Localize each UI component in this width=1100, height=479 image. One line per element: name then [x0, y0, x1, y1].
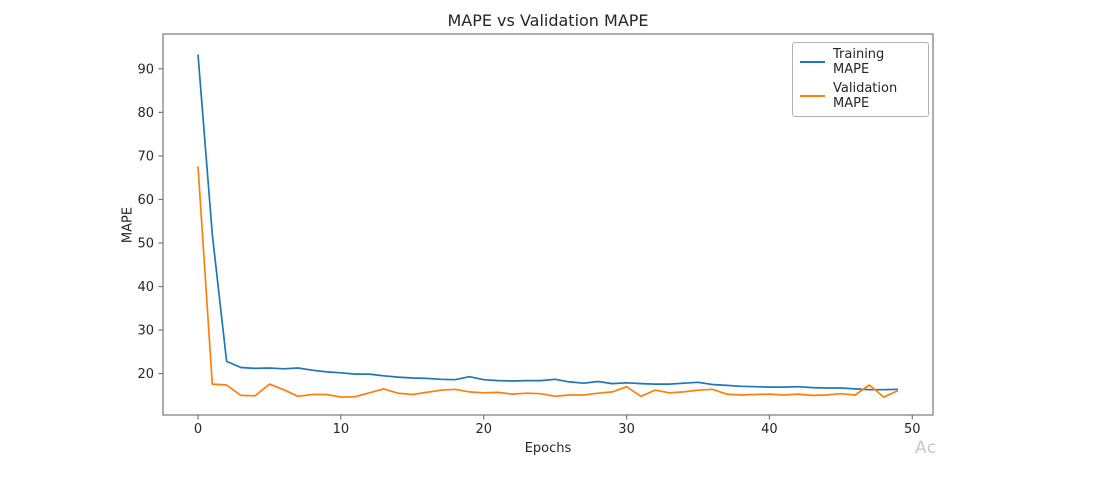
- x-axis-label: Epochs: [524, 441, 572, 456]
- y-tick-label: 90: [137, 62, 154, 77]
- watermark-text: Ac: [915, 438, 937, 458]
- validation-mape-line: [197, 166, 899, 398]
- y-tick-label: 80: [137, 106, 154, 121]
- x-tick-label: 40: [761, 422, 778, 437]
- y-tick-label: 30: [137, 324, 154, 339]
- y-tick-label: 60: [137, 193, 154, 208]
- legend-item-training: Training MAPE: [800, 47, 921, 77]
- chart-title: MAPE vs Validation MAPE: [447, 11, 649, 30]
- y-tick-label: 70: [137, 149, 154, 164]
- legend-item-validation: Validation MAPE: [800, 81, 921, 111]
- x-tick-label: 30: [618, 422, 635, 437]
- axes-frame: [162, 33, 934, 416]
- legend-label-training: Training MAPE: [833, 47, 885, 77]
- x-tick-label: 0: [194, 422, 202, 437]
- training-mape-line: [197, 54, 899, 391]
- x-tick-label: 10: [333, 422, 350, 437]
- x-tick-label: 20: [475, 422, 492, 437]
- training-line-swatch: [800, 61, 825, 63]
- y-tick-label: 40: [137, 280, 154, 295]
- validation-line-swatch: [800, 95, 825, 97]
- legend-label-validation: Validation MAPE: [833, 81, 898, 111]
- legend: Training MAPE Validation MAPE: [792, 42, 929, 117]
- y-tick-label: 50: [137, 237, 154, 252]
- x-tick-label: 50: [904, 422, 921, 437]
- y-tick-label: 20: [137, 367, 154, 382]
